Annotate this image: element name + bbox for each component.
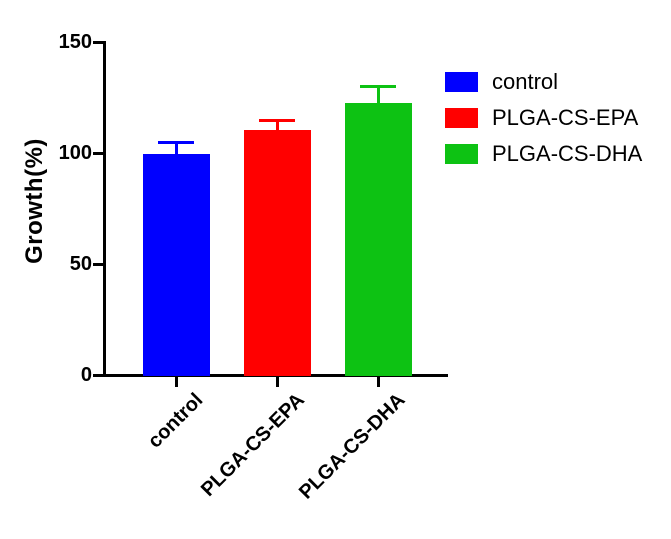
x-tick-PLGA-CS-DHA (376, 377, 380, 387)
error-bar-stem-control (174, 140, 178, 155)
y-tick-150 (93, 41, 103, 44)
error-bar-cap-PLGA-CS-DHA (360, 85, 396, 89)
x-tick-label-PLGA-CS-DHA: PLGA-CS-DHA (295, 389, 410, 504)
y-axis-line (103, 41, 106, 377)
legend-swatch-plga-cs-dha (445, 144, 478, 164)
legend-item-plga-cs-epa: PLGA-CS-EPA (445, 105, 642, 130)
y-tick-50 (93, 263, 103, 266)
legend: control PLGA-CS-EPA PLGA-CS-DHA (445, 69, 643, 180)
legend-label-plga-cs-dha: PLGA-CS-DHA (492, 141, 643, 166)
y-tick-label-100: 100 (58, 142, 92, 164)
y-tick-100 (93, 152, 103, 155)
x-tick-PLGA-CS-EPA (275, 377, 279, 387)
y-tick-label-50: 50 (69, 253, 92, 275)
legend-item-control: control (445, 69, 642, 94)
error-bar-cap-control (158, 140, 194, 144)
x-tick-label-PLGA-CS-EPA: PLGA-CS-EPA (196, 389, 309, 501)
bar-PLGA-CS-DHA (344, 103, 412, 376)
y-tick-0 (93, 374, 103, 377)
error-bar-cap-PLGA-CS-EPA (259, 118, 295, 122)
legend-item-plga-cs-dha: PLGA-CS-DHA (445, 141, 643, 166)
y-tick-label-150: 150 (58, 31, 92, 53)
x-tick-label-control: control (144, 389, 208, 453)
error-bar-stem-PLGA-CS-EPA (275, 118, 279, 130)
legend-label-control: control (492, 69, 559, 94)
bar-control (142, 154, 210, 376)
error-bar-stem-PLGA-CS-DHA (376, 85, 380, 104)
legend-label-plga-cs-epa: PLGA-CS-EPA (492, 105, 639, 130)
legend-swatch-plga-cs-epa (445, 108, 478, 128)
y-tick-label-0: 0 (80, 364, 92, 386)
x-tick-control (174, 377, 178, 387)
bar-PLGA-CS-EPA (243, 129, 311, 376)
legend-swatch-control (445, 72, 478, 92)
